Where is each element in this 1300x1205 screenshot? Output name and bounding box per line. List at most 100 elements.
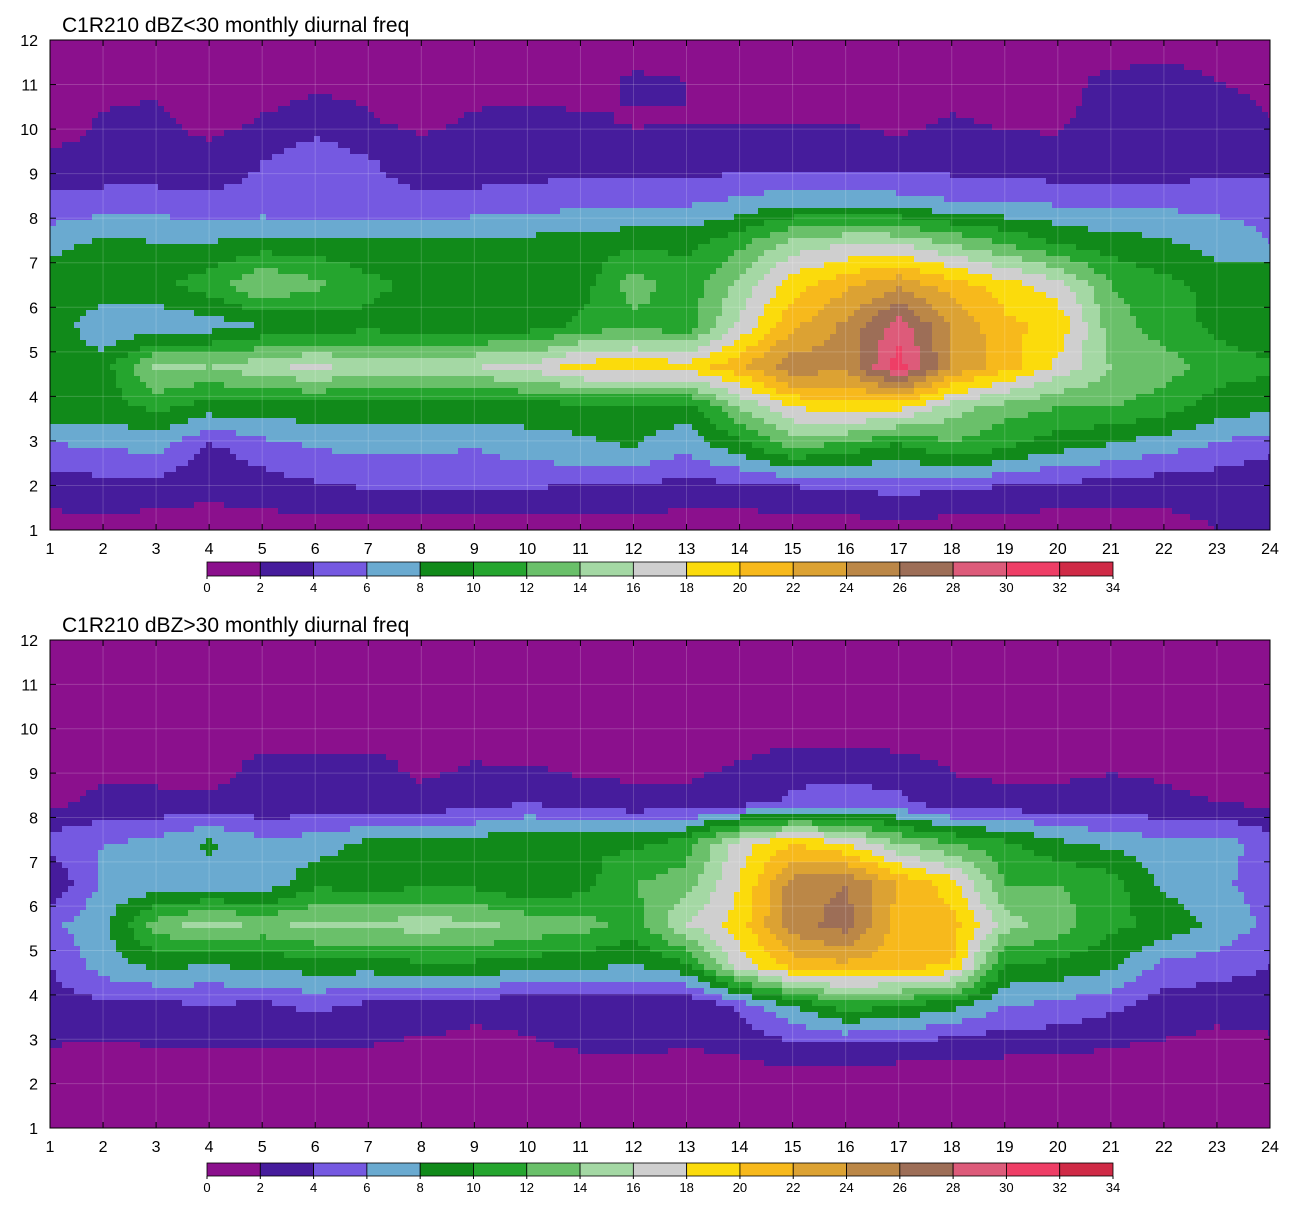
field-cell [1082, 148, 1089, 155]
field-cell [230, 160, 237, 167]
field-cell [74, 82, 81, 89]
field-cell [746, 172, 753, 179]
field-cell [80, 148, 87, 155]
field-cell [296, 178, 303, 185]
field-cell [62, 118, 69, 125]
field-cell [932, 148, 939, 155]
field-cell [566, 136, 573, 143]
field-cell [1250, 130, 1257, 137]
field-cell [542, 100, 549, 107]
field-cell [152, 70, 159, 77]
field-cell [794, 172, 801, 179]
field-cell [68, 82, 75, 89]
field-cell [644, 124, 651, 131]
field-cell [464, 76, 471, 83]
field-cell [842, 154, 849, 161]
field-cell [986, 124, 993, 131]
field-cell [506, 160, 513, 167]
field-cell [1070, 46, 1077, 53]
field-cell [908, 148, 915, 155]
field-cell [284, 46, 291, 53]
field-cell [1040, 178, 1047, 185]
field-cell [1136, 52, 1143, 59]
field-cell [770, 160, 777, 167]
field-cell [554, 94, 561, 101]
field-cell [926, 88, 933, 95]
field-cell [272, 58, 279, 65]
field-cell [266, 100, 273, 107]
field-cell [1028, 76, 1035, 83]
field-cell [56, 100, 63, 107]
field-cell [374, 100, 381, 107]
field-cell [1214, 76, 1221, 83]
field-cell [446, 130, 453, 137]
field-cell [836, 154, 843, 161]
field-cell [146, 106, 153, 113]
field-cell [794, 52, 801, 59]
field-cell [506, 118, 513, 125]
field-cell [902, 52, 909, 59]
field-cell [1064, 160, 1071, 167]
field-cell [176, 46, 183, 53]
field-cell [380, 94, 387, 101]
field-cell [728, 100, 735, 107]
field-cell [1022, 148, 1029, 155]
field-cell [512, 148, 519, 155]
field-cell [1028, 118, 1035, 125]
field-cell [428, 40, 435, 47]
field-cell [338, 58, 345, 65]
field-cell [644, 136, 651, 143]
field-cell [1118, 70, 1125, 77]
field-cell [476, 58, 483, 65]
field-cell [362, 154, 369, 161]
field-cell [650, 112, 657, 119]
field-cell [146, 184, 153, 191]
field-cell [164, 94, 171, 101]
field-cell [1112, 130, 1119, 137]
field-cell [1100, 82, 1107, 89]
field-cell [554, 100, 561, 107]
field-cell [440, 70, 447, 77]
field-cell [428, 82, 435, 89]
field-cell [386, 124, 393, 131]
field-cell [92, 64, 99, 71]
field-cell [932, 82, 939, 89]
field-cell [1142, 40, 1149, 47]
field-cell [884, 40, 891, 47]
field-cell [386, 76, 393, 83]
field-cell [440, 82, 447, 89]
field-cell [938, 40, 945, 47]
field-cell [134, 46, 141, 53]
field-cell [434, 166, 441, 173]
field-cell [1190, 136, 1197, 143]
field-cell [932, 100, 939, 107]
field-cell [1046, 46, 1053, 53]
field-cell [578, 178, 585, 185]
field-cell [1172, 130, 1179, 137]
field-cell [140, 70, 147, 77]
field-cell [1016, 148, 1023, 155]
field-cell [206, 118, 213, 125]
field-cell [764, 130, 771, 137]
field-cell [116, 148, 123, 155]
field-cell [1148, 136, 1155, 143]
field-cell [218, 154, 225, 161]
field-cell [692, 160, 699, 167]
field-cell [974, 154, 981, 161]
field-cell [842, 178, 849, 185]
field-cell [614, 142, 621, 149]
field-cell [68, 100, 75, 107]
field-cell [686, 82, 693, 89]
field-cell [1046, 76, 1053, 83]
field-cell [530, 94, 537, 101]
field-cell [1268, 94, 1271, 101]
field-cell [770, 148, 777, 155]
field-cell [512, 118, 519, 125]
field-cell [1130, 76, 1137, 83]
field-cell [548, 58, 555, 65]
field-cell [1160, 88, 1167, 95]
field-cell [218, 76, 225, 83]
field-cell [1184, 112, 1191, 119]
field-cell [866, 160, 873, 167]
field-cell [614, 106, 621, 113]
